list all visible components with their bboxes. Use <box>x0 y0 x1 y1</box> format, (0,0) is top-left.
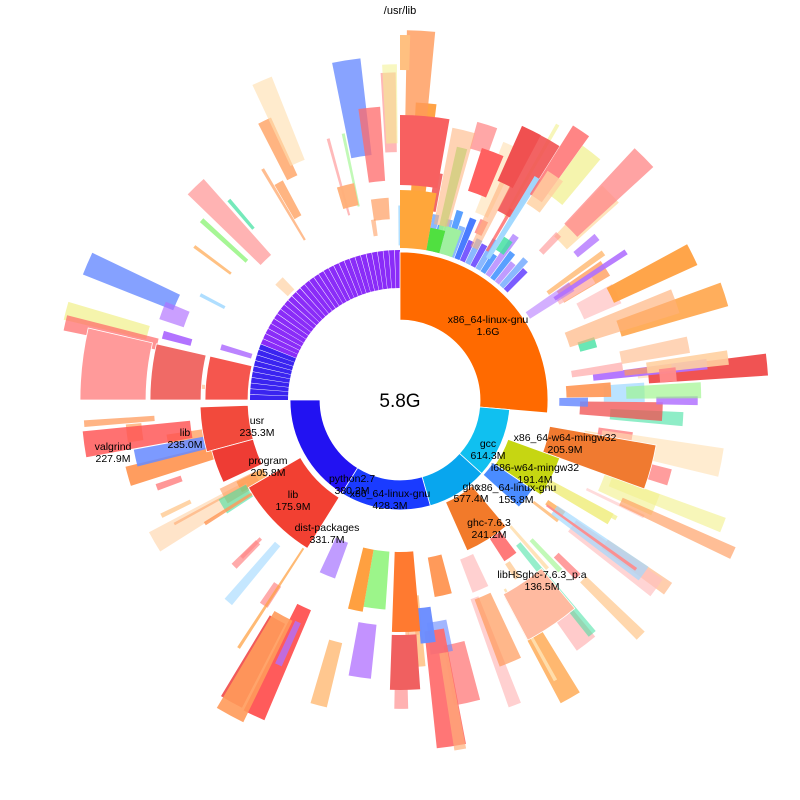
segment-size: 205.9M <box>547 444 582 456</box>
segment-x86-64-linux-gnu[interactable] <box>482 462 534 508</box>
segment-label: x86_64-linux-gnu 1.6G <box>448 314 529 338</box>
segment-size: 235.0M <box>167 439 202 451</box>
segment-label: ghc 577.4M <box>453 481 488 505</box>
total-size-label: 5.8G <box>379 391 420 412</box>
segment-name: lib <box>180 427 191 439</box>
segment-size: 428.3M <box>372 500 407 512</box>
segment-size: 175.9M <box>275 501 310 513</box>
segment-name: x86_64-linux-gnu <box>350 488 431 500</box>
segment-program[interactable] <box>199 404 254 453</box>
segment-label: i686-w64-mingw32 191.4M <box>491 462 579 486</box>
sunburst-segments <box>79 251 657 641</box>
segment-name: lib <box>288 489 299 501</box>
center-circle[interactable] <box>320 320 480 480</box>
segment-label: gcc 614.3M <box>470 438 505 462</box>
segment-name: program <box>248 455 287 467</box>
segment-lib[interactable] <box>211 438 263 483</box>
segment-label: python2.7 380.2M <box>329 473 375 497</box>
segment-usr[interactable] <box>204 355 253 401</box>
root-path-label: /usr/lib <box>384 5 416 17</box>
segment-label: usr 235.3M <box>239 415 274 439</box>
segment-size: 191.4M <box>517 474 552 486</box>
segment-size: 241.2M <box>471 529 506 541</box>
segment-name: usr <box>250 415 265 427</box>
segment-label: x86_64-linux-gnu 155.8M <box>476 482 557 506</box>
segment-lib[interactable] <box>149 343 207 401</box>
segment-label: libHSghc-7.6.3_p.a 136.5M <box>497 569 586 593</box>
segment-name: libHSghc-7.6.3_p.a <box>497 569 586 581</box>
segment-size: 380.2M <box>334 485 369 497</box>
segment-name: valgrind <box>95 441 132 453</box>
segment-name: ghc <box>463 481 480 493</box>
segment-label: program 205.8M <box>248 455 287 479</box>
segment-name: x86_64-linux-gnu <box>448 314 529 326</box>
segment-size: 205.8M <box>250 467 285 479</box>
segment-label: ghc-7.6.3 241.2M <box>467 517 511 541</box>
segment-size: 227.9M <box>95 453 130 465</box>
segment-label: x86_64-w64-mingw32 205.9M <box>514 432 617 456</box>
segment-size: 614.3M <box>470 450 505 462</box>
segment-name: gcc <box>480 438 496 450</box>
segment-size: 155.8M <box>498 494 533 506</box>
segment-ghc-7-6-3[interactable] <box>445 485 507 552</box>
segment-name: i686-w64-mingw32 <box>491 462 579 474</box>
segment-size: 1.6G <box>477 326 500 338</box>
segment-name: x86_64-w64-mingw32 <box>514 432 617 444</box>
segment-libhsghc-7-6-3-p-a[interactable] <box>502 567 576 641</box>
segment-size: 136.5M <box>524 581 559 593</box>
segment-name: python2.7 <box>329 473 375 485</box>
segment-size: 235.3M <box>239 427 274 439</box>
segment-label: x86_64-linux-gnu 428.3M <box>350 488 431 512</box>
segment-name: x86_64-linux-gnu <box>476 482 557 494</box>
segment-label: valgrind 227.9M <box>95 441 132 465</box>
segment-valgrind[interactable] <box>79 327 153 401</box>
segment-name: ghc-7.6.3 <box>467 517 511 529</box>
segment-size: 331.7M <box>309 534 344 546</box>
segment-name: dist-packages <box>295 522 360 534</box>
segment-label: dist-packages 331.7M <box>295 522 360 546</box>
segment-label: lib 235.0M <box>167 427 202 451</box>
segment-label: lib 175.9M <box>275 489 310 513</box>
segment-size: 577.4M <box>453 493 488 505</box>
segment-dist-packages[interactable] <box>247 456 340 549</box>
